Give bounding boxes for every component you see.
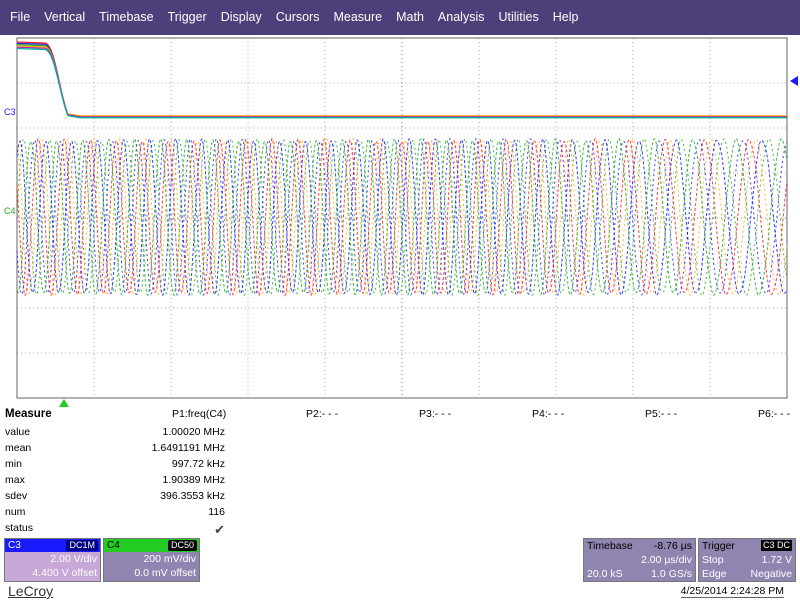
menu-trigger[interactable]: Trigger (167, 10, 207, 24)
c4-offset: 0.0 mV offset (134, 567, 196, 579)
row-label: min (5, 458, 22, 470)
measure-row-mean: mean 1.6491191 MHz (0, 442, 800, 458)
param-p5[interactable]: P5:- - - (645, 408, 678, 420)
trigger-type: Edge (702, 568, 727, 580)
menu-cursors[interactable]: Cursors (275, 10, 320, 24)
c4-trace-sweep (16, 137, 788, 297)
timebase-delay: -8.76 µs (653, 540, 692, 552)
menu-display[interactable]: Display (220, 10, 262, 24)
timebase-label: Timebase (587, 540, 633, 552)
measure-title: Measure (5, 408, 52, 420)
c4-trace-sweep (16, 137, 788, 297)
c3-coupling-badge: DC1M (66, 540, 98, 551)
c4-channel-box[interactable]: C4 DC50 200 mV/div 0.0 mV offset (103, 538, 200, 582)
trigger-level: 1.72 V (761, 554, 792, 566)
param-p6[interactable]: P6:- - - (758, 408, 791, 420)
row-label: mean (5, 442, 32, 454)
timebase-row-1: Timebase -8.76 µs (584, 539, 695, 553)
scope-screen[interactable]: C3 C4 (0, 36, 800, 400)
c4-coupling-badge: DC50 (167, 540, 197, 551)
c4-marker-label[interactable]: C4 (4, 206, 16, 216)
trigger-time-marker[interactable] (59, 399, 69, 407)
row-p1-value: 1.00020 MHz (162, 426, 225, 438)
trigger-level-marker[interactable] (790, 76, 798, 86)
timebase-rate: 1.0 GS/s (651, 568, 692, 580)
row-label: value (5, 426, 31, 438)
trigger-position-area (59, 399, 69, 407)
row-label: num (5, 506, 26, 518)
measure-row-status: status ✔ (0, 522, 800, 538)
menu-bar: File Vertical Timebase Trigger Display C… (0, 0, 800, 35)
lecroy-logo: LeCroy (8, 583, 54, 599)
c3-name: C3 (8, 540, 21, 551)
measure-table: Measure P1:freq(C4) P2:- - - P3:- - - P4… (0, 408, 800, 538)
timebase-row-3: 20.0 kS 1.0 GS/s (584, 567, 695, 581)
row-p1-value: 1.6491191 MHz (151, 442, 225, 454)
trigger-coupling: DC (777, 540, 790, 550)
timebase-box[interactable]: Timebase -8.76 µs 2.00 µs/div 20.0 kS 1.… (583, 538, 696, 582)
trigger-row-1: Trigger C3 DC (699, 539, 795, 553)
c3-volts-div: 2.00 V/div (50, 553, 97, 565)
c4-trace (16, 137, 788, 297)
trigger-label: Trigger (702, 540, 735, 552)
trigger-mode: Stop (702, 554, 724, 566)
c4-name: C4 (107, 540, 120, 551)
menu-vertical[interactable]: Vertical (44, 10, 86, 24)
trigger-row-2: Stop 1.72 V (699, 553, 795, 567)
trigger-row-3: Edge Negative (699, 567, 795, 581)
row-p1-value: 396.3553 kHz (160, 490, 225, 502)
c3-channel-box[interactable]: C3 DC1M 2.00 V/div 4.400 V offset (4, 538, 101, 582)
c3-trace-sweep (16, 47, 787, 119)
measure-header-row: Measure P1:freq(C4) P2:- - - P3:- - - P4… (0, 408, 800, 424)
graticule-border (16, 37, 788, 399)
timebase-time-div: 2.00 µs/div (641, 554, 692, 566)
c4-volts-div: 200 mV/div (143, 553, 196, 565)
c3-trace-sweep (16, 45, 787, 117)
param-p4[interactable]: P4:- - - (532, 408, 565, 420)
measure-row-value: value 1.00020 MHz (0, 426, 800, 442)
param-p1[interactable]: P1:freq(C4) (172, 408, 227, 420)
c3-offset: 4.400 V offset (32, 567, 97, 579)
c3-header: C3 DC1M (5, 539, 100, 552)
graticule (16, 37, 788, 399)
row-p1-value: 1.90389 MHz (162, 474, 225, 486)
measure-row-sdev: sdev 396.3553 kHz (0, 490, 800, 506)
datetime-stamp: 4/25/2014 2:24:28 PM (680, 585, 784, 598)
trigger-source-badge: C3 DC (760, 540, 792, 551)
menu-measure[interactable]: Measure (333, 10, 383, 24)
row-p1-value: 997.72 kHz (171, 458, 225, 470)
scope-grid[interactable]: C3 C4 (0, 36, 800, 400)
row-label: max (5, 474, 25, 486)
status-check-icon: ✔ (214, 522, 225, 537)
trigger-slope: Negative (750, 568, 792, 580)
c3-trace (16, 41, 787, 119)
menu-file[interactable]: File (10, 10, 31, 24)
menu-math[interactable]: Math (396, 10, 424, 24)
menu-analysis[interactable]: Analysis (437, 10, 485, 24)
measure-row-min: min 997.72 kHz (0, 458, 800, 474)
measure-row-num: num 116 (0, 506, 800, 522)
measure-row-max: max 1.90389 MHz (0, 474, 800, 490)
c3-marker-label[interactable]: C3 (4, 107, 16, 117)
c4-trace-sweep (16, 137, 788, 297)
c4-header: C4 DC50 (104, 539, 199, 552)
trigger-source: C3 (762, 540, 775, 550)
timebase-samples: 20.0 kS (587, 568, 623, 580)
timebase-row-2: 2.00 µs/div (584, 553, 695, 567)
row-label: status (5, 522, 34, 534)
param-p3[interactable]: P3:- - - (419, 408, 452, 420)
menu-utilities[interactable]: Utilities (498, 10, 539, 24)
menu-timebase[interactable]: Timebase (99, 10, 154, 24)
c4-trace-sweep (16, 137, 788, 297)
menu-help[interactable]: Help (552, 10, 579, 24)
trigger-box[interactable]: Trigger C3 DC Stop 1.72 V Edge Negative (698, 538, 796, 582)
row-label: sdev (5, 490, 28, 502)
row-p1-value: 116 (208, 506, 225, 518)
param-p2[interactable]: P2:- - - (306, 408, 339, 420)
